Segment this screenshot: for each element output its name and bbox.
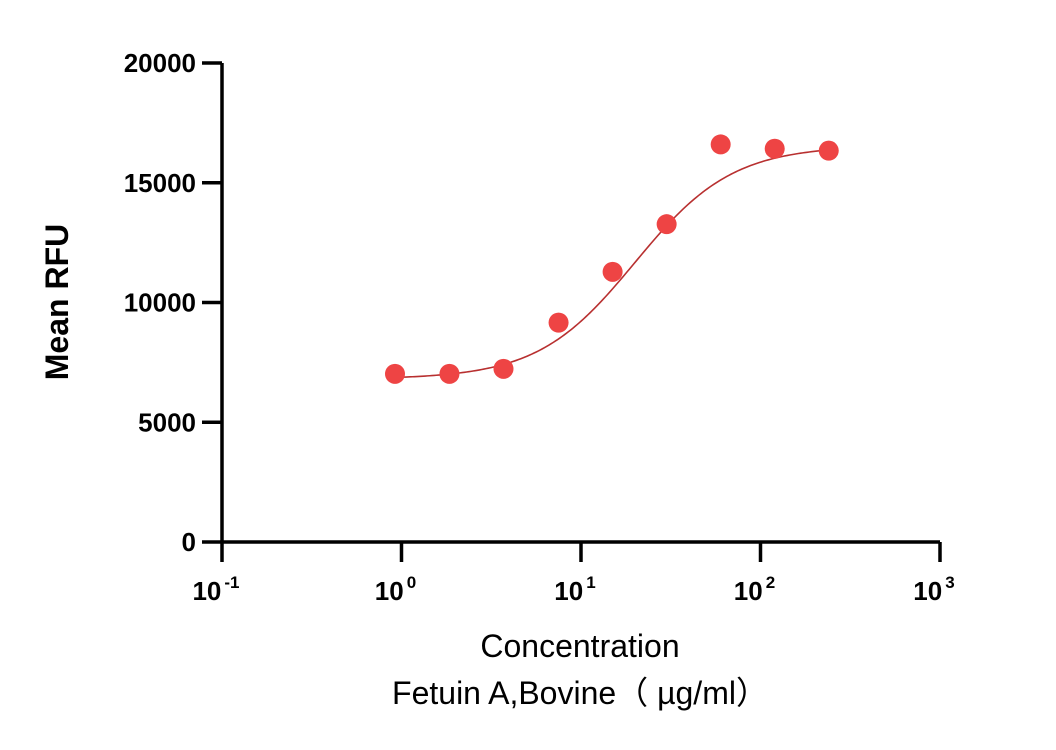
data-point — [384, 363, 405, 384]
data-points-layer — [384, 134, 839, 384]
y-axis-ticks: 0 5000 10000 15000 20000 — [124, 48, 222, 557]
fit-curve — [394, 149, 829, 379]
data-point — [602, 261, 623, 282]
x-axis-title-line-1: Concentration — [480, 628, 679, 664]
x-tick-label: 10 1 — [554, 573, 595, 606]
data-point — [548, 312, 569, 333]
x-axis-title-line-2: Fetuin A,Bovine（ µg/ml） — [392, 675, 768, 711]
fit-curve-layer — [394, 149, 829, 379]
y-tick-label: 15000 — [124, 168, 196, 198]
y-axis: 0 5000 10000 15000 20000 — [124, 48, 224, 557]
x-axis: 10 -1 10 0 10 1 10 2 10 3 — [192, 540, 955, 606]
x-tick-label: 10 0 — [375, 573, 416, 606]
data-point — [710, 134, 731, 155]
y-axis-title: Mean RFU — [39, 224, 75, 380]
x-tick-base: 10 — [913, 576, 942, 606]
y-tick-label: 20000 — [124, 48, 196, 78]
x-axis-ticks: 10 -1 10 0 10 1 10 2 10 3 — [192, 542, 955, 606]
x-tick-exponent: 2 — [766, 573, 775, 592]
data-point — [764, 138, 785, 159]
y-tick-label: 10000 — [124, 288, 196, 318]
data-point — [493, 358, 514, 379]
x-tick-base: 10 — [192, 576, 221, 606]
x-tick-exponent: 3 — [945, 573, 954, 592]
data-point — [439, 363, 460, 384]
data-point — [818, 140, 839, 161]
x-tick-exponent: 1 — [586, 573, 595, 592]
x-tick-exponent: -1 — [224, 573, 239, 592]
x-tick-base: 10 — [734, 576, 763, 606]
x-tick-base: 10 — [375, 576, 404, 606]
x-tick-base: 10 — [554, 576, 583, 606]
y-tick-label: 5000 — [138, 407, 196, 437]
y-tick-label: 0 — [182, 527, 196, 557]
x-tick-exponent: 0 — [407, 573, 416, 592]
x-tick-label: 10 -1 — [192, 573, 239, 606]
x-tick-label: 10 3 — [913, 573, 954, 606]
data-point — [656, 214, 677, 235]
x-tick-label: 10 2 — [734, 573, 775, 606]
